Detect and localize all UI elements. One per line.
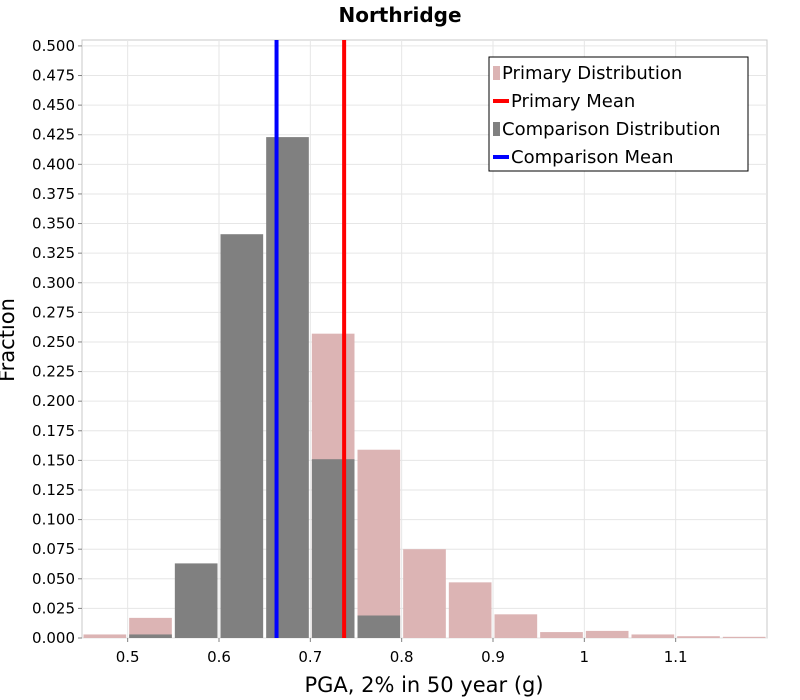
bar xyxy=(585,630,629,638)
bar xyxy=(631,634,675,638)
bar xyxy=(266,137,309,638)
bar xyxy=(83,634,127,638)
bar xyxy=(540,632,583,638)
y-tick-label: 0.025 xyxy=(32,599,75,617)
y-tick-label: 0.400 xyxy=(32,155,75,173)
y-tick-label: 0.450 xyxy=(32,96,75,114)
legend-label: Primary Distribution xyxy=(502,63,682,84)
y-tick-label: 0.250 xyxy=(32,333,75,351)
y-tick-label: 0.475 xyxy=(32,67,75,85)
bar xyxy=(448,582,492,638)
y-tick-label: 0.200 xyxy=(32,392,75,410)
chart-title: Northridge xyxy=(338,3,461,27)
y-tick-label: 0.175 xyxy=(32,422,75,440)
y-tick-label: 0.275 xyxy=(32,303,75,321)
y-tick-label: 0.500 xyxy=(32,37,75,55)
bar xyxy=(174,563,218,638)
comparison-distribution-bars xyxy=(129,137,401,639)
bar xyxy=(357,615,401,638)
y-axis-ticks: 0.000 0.025 0.050 0.075 0.100 0.125 0.150 0.175… xyxy=(32,37,82,647)
x-tick-label: 0.6 xyxy=(207,648,231,666)
y-tick-label: 0.150 xyxy=(32,451,75,469)
y-tick-label: 0.425 xyxy=(32,126,75,144)
x-axis-ticks: 0.5 0.6 0.7 0.8 0.9 1 1.1 xyxy=(116,638,688,666)
x-axis-label: PGA, 2% in 50 year (g) xyxy=(304,673,543,697)
legend-label: Comparison Distribution xyxy=(502,119,721,140)
y-tick-label: 0.125 xyxy=(32,481,75,499)
legend-swatch xyxy=(493,66,500,80)
bar xyxy=(677,636,720,638)
bar xyxy=(494,614,538,638)
y-tick-label: 0.225 xyxy=(32,363,75,381)
mean-lines xyxy=(274,40,347,638)
bar xyxy=(129,634,172,638)
y-tick-label: 0.000 xyxy=(32,629,75,647)
x-tick-label: 0.9 xyxy=(481,648,505,666)
bar xyxy=(220,234,264,639)
bar xyxy=(403,549,446,638)
y-tick-label: 0.100 xyxy=(32,511,75,529)
x-tick-label: 0.8 xyxy=(390,648,414,666)
x-tick-label: 0.7 xyxy=(298,648,322,666)
legend-label: Primary Mean xyxy=(511,91,635,112)
y-tick-label: 0.375 xyxy=(32,185,75,203)
bar xyxy=(129,617,172,638)
y-tick-label: 0.075 xyxy=(32,540,75,558)
y-tick-label: 0.300 xyxy=(32,274,75,292)
legend-swatch xyxy=(493,122,500,136)
bar xyxy=(311,459,355,638)
x-tick-label: 0.5 xyxy=(116,648,140,666)
bar xyxy=(357,449,401,638)
y-axis-label: Fraction xyxy=(0,298,19,382)
legend-box xyxy=(488,56,749,172)
x-tick-label: 1 xyxy=(580,648,590,666)
legend: Primary Distribution Primary Mean Comparis… xyxy=(488,56,749,172)
y-tick-label: 0.350 xyxy=(32,215,75,233)
x-tick-label: 1.1 xyxy=(664,648,688,666)
bar xyxy=(722,636,766,638)
legend-label: Comparison Mean xyxy=(511,147,674,168)
y-tick-label: 0.050 xyxy=(32,570,75,588)
y-tick-label: 0.325 xyxy=(32,244,75,262)
